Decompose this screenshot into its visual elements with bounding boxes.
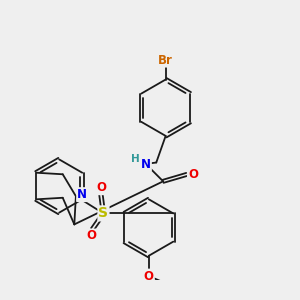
Text: N: N bbox=[77, 188, 87, 201]
Text: O: O bbox=[188, 168, 198, 181]
Text: Br: Br bbox=[158, 54, 173, 67]
Text: O: O bbox=[86, 230, 96, 242]
Text: O: O bbox=[96, 181, 106, 194]
Text: H: H bbox=[131, 154, 140, 164]
Text: N: N bbox=[141, 158, 151, 171]
Text: S: S bbox=[98, 206, 108, 220]
Text: O: O bbox=[144, 270, 154, 283]
